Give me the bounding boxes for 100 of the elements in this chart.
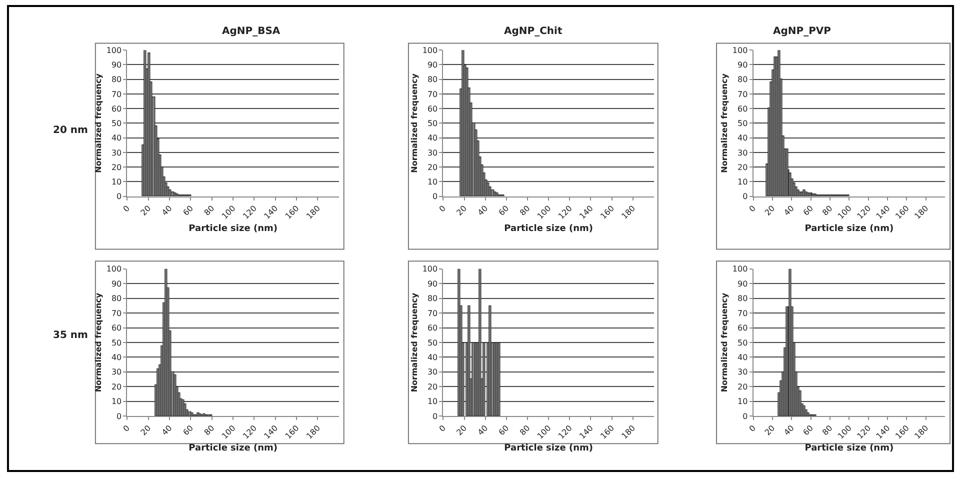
y-tick-label: 10 xyxy=(111,177,122,186)
text: 20 nm xyxy=(53,125,88,136)
y-tick-label: 60 xyxy=(737,324,748,333)
y-tick-label: 0 xyxy=(742,192,748,202)
x-tick-label: 180 xyxy=(304,424,322,441)
y-tick-label: 20 xyxy=(111,162,122,172)
y-tick-label: 80 xyxy=(111,75,122,84)
x-tick-label: 20 xyxy=(763,424,777,438)
x-tick-label: 80 xyxy=(820,204,834,218)
y-tick-label: 50 xyxy=(427,338,438,348)
x-tick-label: 120 xyxy=(556,204,574,221)
y-tick-label: 10 xyxy=(111,397,122,406)
x-tick-label: 100 xyxy=(536,424,553,441)
x-axis-title: Particle size (nm) xyxy=(504,444,593,454)
y-axis-title: Normalized frequency xyxy=(720,292,730,392)
x-tick-label: 80 xyxy=(518,424,532,438)
y-tick-label: 60 xyxy=(427,104,438,114)
y-tick-label: 80 xyxy=(427,75,438,84)
x-axis-title: Particle size (nm) xyxy=(188,444,278,454)
y-tick-label: 40 xyxy=(427,353,438,362)
x-tick-label: 160 xyxy=(598,424,616,441)
x-tick-label: 100 xyxy=(836,424,854,441)
x-tick-label: 100 xyxy=(220,204,238,221)
x-tick-label: 80 xyxy=(820,424,834,438)
x-tick-label: 160 xyxy=(598,204,616,221)
x-tick-label: 20 xyxy=(139,424,153,438)
x-tick-label: 100 xyxy=(836,204,854,221)
y-tick-label: 90 xyxy=(737,279,748,288)
x-tick-label: 100 xyxy=(220,424,238,441)
y-tick-label: 0 xyxy=(432,192,438,202)
y-tick-label: 70 xyxy=(111,90,122,99)
y-tick-label: 40 xyxy=(111,353,122,362)
x-tick-label: 160 xyxy=(894,204,911,221)
y-tick-label: 50 xyxy=(111,119,122,128)
y-tick-label: 70 xyxy=(737,308,748,318)
y-tick-label: 100 xyxy=(106,46,122,55)
y-tick-label: 50 xyxy=(111,338,122,348)
y-tick-label: 90 xyxy=(427,279,438,288)
y-tick-label: 100 xyxy=(422,264,438,274)
x-tick-label: 140 xyxy=(262,204,280,221)
x-tick-label: 40 xyxy=(476,204,490,218)
y-axis-title: Normalized frequency xyxy=(720,72,730,173)
x-tick-label: 140 xyxy=(874,204,892,221)
x-axis-title: Particle size (nm) xyxy=(804,444,894,454)
x-tick-label: 140 xyxy=(262,424,280,441)
y-tick-label: 100 xyxy=(106,264,122,274)
y-tick-label: 90 xyxy=(111,60,122,70)
y-tick-label: 70 xyxy=(427,308,438,318)
x-tick-label: 120 xyxy=(556,424,574,441)
x-tick-label: 160 xyxy=(284,424,301,441)
x-tick-label: 120 xyxy=(855,204,873,221)
y-tick-label: 20 xyxy=(737,162,748,172)
y-tick-label: 90 xyxy=(737,60,748,70)
y-tick-label: 90 xyxy=(111,279,122,288)
y-tick-label: 80 xyxy=(111,294,122,304)
x-tick-label: 140 xyxy=(578,424,595,441)
x-tick-label: 80 xyxy=(518,204,532,218)
y-tick-label: 80 xyxy=(737,294,748,304)
y-tick-label: 0 xyxy=(742,412,748,421)
x-tick-label: 40 xyxy=(782,204,796,218)
y-tick-label: 0 xyxy=(116,192,122,202)
x-tick-label: 80 xyxy=(202,424,216,438)
x-tick-label: 180 xyxy=(912,204,930,221)
y-axis-title: Normalized frequency xyxy=(94,72,104,173)
y-tick-label: 30 xyxy=(427,148,438,158)
y-tick-label: 100 xyxy=(732,46,748,55)
x-tick-label: 40 xyxy=(160,204,174,218)
y-tick-label: 50 xyxy=(427,119,438,128)
x-tick-label: 20 xyxy=(454,204,469,218)
x-tick-label: 120 xyxy=(855,424,873,441)
x-tick-label: 40 xyxy=(476,424,490,438)
x-axis-title: Particle size (nm) xyxy=(188,224,278,234)
y-tick-label: 70 xyxy=(111,308,122,318)
y-tick-label: 90 xyxy=(427,60,438,70)
x-tick-label: 180 xyxy=(304,204,322,221)
x-tick-label: 60 xyxy=(497,424,511,438)
y-axis-title: Normalized frequency xyxy=(410,72,420,173)
y-tick-label: 10 xyxy=(737,177,748,186)
y-tick-label: 10 xyxy=(737,397,748,406)
y-tick-label: 60 xyxy=(427,324,438,333)
y-tick-label: 20 xyxy=(111,382,122,392)
x-tick-label: 60 xyxy=(181,204,195,218)
x-tick-label: 80 xyxy=(202,204,216,218)
y-tick-label: 10 xyxy=(427,177,438,186)
y-axis-title: Normalized frequency xyxy=(94,292,104,392)
y-tick-label: 40 xyxy=(737,134,748,143)
x-axis-title: Particle size (nm) xyxy=(504,224,593,234)
y-tick-label: 50 xyxy=(737,119,748,128)
y-tick-label: 50 xyxy=(737,338,748,348)
y-tick-label: 40 xyxy=(111,134,122,143)
y-tick-label: 70 xyxy=(427,90,438,99)
x-tick-label: 20 xyxy=(454,424,469,438)
y-axis-title: Normalized frequency xyxy=(410,292,420,392)
y-tick-label: 40 xyxy=(427,134,438,143)
y-tick-label: 0 xyxy=(432,412,438,421)
x-axis-title: Particle size (nm) xyxy=(804,224,894,234)
x-tick-label: 60 xyxy=(181,424,195,438)
y-tick-label: 80 xyxy=(427,294,438,304)
text: 35 nm xyxy=(53,330,88,341)
x-tick-label: 60 xyxy=(801,424,816,438)
